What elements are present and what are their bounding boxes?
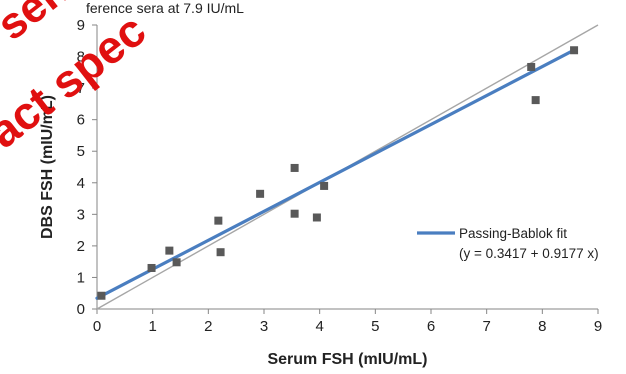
y-tick-label: 7 — [77, 80, 85, 97]
y-tick-label: 0 — [77, 301, 85, 318]
x-tick-label: 3 — [260, 318, 268, 335]
x-tick-label: 6 — [427, 318, 435, 335]
legend: Passing-Bablok fit (y = 0.3417 + 0.9177 … — [417, 226, 599, 261]
y-axis-ticks: 0 1 2 3 4 5 6 7 8 9 — [77, 17, 97, 318]
data-point — [165, 246, 174, 255]
y-tick-label: 9 — [77, 17, 85, 34]
data-points — [97, 46, 579, 300]
data-point — [531, 96, 540, 105]
data-point — [290, 209, 299, 218]
data-point — [256, 189, 265, 198]
x-tick-label: 7 — [482, 318, 490, 335]
y-tick-label: 4 — [77, 175, 85, 192]
y-tick-label: 3 — [77, 206, 85, 223]
y-tick-label: 5 — [77, 143, 85, 160]
data-point — [570, 46, 579, 55]
data-point — [172, 258, 181, 267]
top-cropped-text: ference sera at 7.9 IU/mL — [86, 0, 244, 16]
data-point — [216, 248, 225, 257]
x-tick-label: 2 — [204, 318, 212, 335]
y-tick-label: 1 — [77, 269, 85, 286]
data-point — [312, 213, 321, 222]
y-tick-label: 8 — [77, 49, 85, 66]
data-point — [147, 263, 156, 272]
data-point — [527, 62, 536, 71]
x-axis-ticks: 0 1 2 3 4 5 6 7 8 9 — [93, 309, 602, 335]
x-tick-label: 8 — [538, 318, 546, 335]
y-tick-label: 6 — [77, 112, 85, 129]
y-axis-title: DBS FSH (mIU/mL) — [39, 95, 56, 239]
x-tick-label: 0 — [93, 318, 101, 335]
x-tick-label: 9 — [594, 318, 602, 335]
plot-area: 0 1 2 3 4 5 6 7 8 9 0 1 2 3 4 5 6 7 8 9 — [77, 17, 603, 335]
passing-bablok-fit-line — [95, 48, 576, 300]
legend-fit-equation: (y = 0.3417 + 0.9177 x) — [459, 246, 599, 261]
data-point — [97, 291, 106, 300]
x-tick-label: 4 — [315, 318, 323, 335]
x-tick-label: 1 — [148, 318, 156, 335]
data-point — [214, 216, 223, 225]
legend-fit-label: Passing-Bablok fit — [459, 226, 567, 241]
data-point — [290, 163, 299, 172]
y-tick-label: 2 — [77, 238, 85, 255]
x-tick-label: 5 — [371, 318, 379, 335]
data-point — [320, 181, 329, 190]
x-axis-title: Serum FSH (mIU/mL) — [267, 351, 427, 368]
